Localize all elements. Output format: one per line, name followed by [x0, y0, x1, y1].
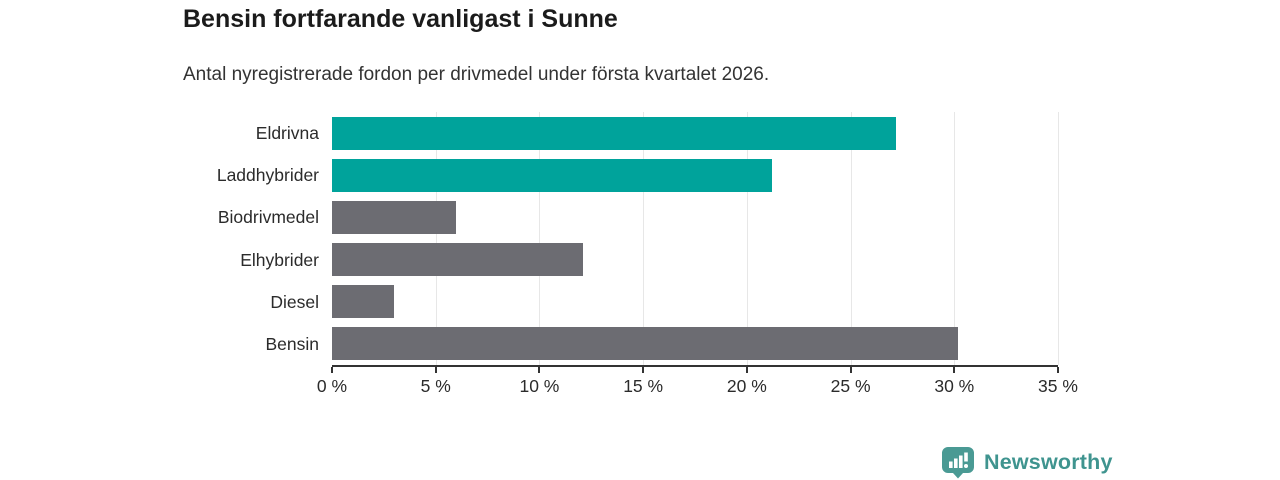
bar-diesel: [332, 285, 395, 319]
gridline-5: [435, 112, 437, 365]
gridline-20: [746, 112, 748, 365]
bar-elhybrider: [332, 243, 583, 277]
bar-eldrivna: [332, 116, 897, 150]
category-axis: Eldrivna Laddhybrider Biodrivmedel Elhybrid…: [0, 112, 319, 365]
plot-area: [332, 112, 1059, 367]
category-label-diesel: Diesel: [270, 291, 319, 312]
brand-footer: Newsworthy: [941, 446, 1113, 479]
brand-name: Newsworthy: [984, 450, 1113, 474]
x-axis-tick-35: [1057, 367, 1059, 373]
category-label-elhybrider: Elhybrider: [240, 249, 319, 270]
bar-biodrivmedel: [332, 200, 457, 234]
category-label-laddhybrider: Laddhybrider: [216, 165, 319, 186]
x-axis-tick-label-30: 30 %: [934, 376, 975, 396]
x-axis-tick-20: [745, 367, 748, 373]
x-axis-tick-10: [538, 367, 541, 373]
x-axis-tick-label-35: 35 %: [1038, 376, 1078, 396]
x-axis-tick-label-15: 15 %: [623, 376, 664, 396]
x-axis-tick-15: [642, 367, 645, 373]
category-label-biodrivmedel: Biodrivmedel: [217, 207, 319, 228]
x-axis-tick-label-20: 20 %: [726, 376, 767, 396]
gridline-10: [539, 112, 541, 365]
x-axis-tick-5: [434, 367, 437, 373]
category-label-eldrivna: Eldrivna: [255, 123, 319, 143]
gridline-35: [1058, 112, 1059, 365]
chart-subtitle: Antal nyregistrerade fordon per drivmede…: [183, 64, 770, 85]
gridline-15: [643, 112, 645, 365]
category-label-bensin: Bensin: [265, 333, 319, 354]
x-axis-tick-0: [331, 367, 333, 373]
x-axis: 0 % 5 % 10 % 15 % 20 % 25 % 30 % 35 %: [317, 367, 1078, 409]
x-axis-tick-label-10: 10 %: [519, 376, 560, 396]
gridline-25: [850, 112, 852, 365]
gridline-30: [954, 112, 956, 365]
x-axis-tick-label-5: 5 %: [420, 376, 451, 396]
chart-title: Bensin fortfarande vanligast i Sunne: [183, 5, 618, 33]
newsworthy-logo-icon: [941, 446, 975, 479]
x-axis-tick-label-25: 25 %: [830, 376, 871, 396]
x-axis-tick-25: [849, 367, 852, 373]
x-axis-tick-30: [953, 367, 956, 373]
x-axis-tick-label-0: 0 %: [316, 376, 348, 396]
bar-bensin: [332, 327, 959, 361]
bar-laddhybrider: [332, 158, 772, 192]
